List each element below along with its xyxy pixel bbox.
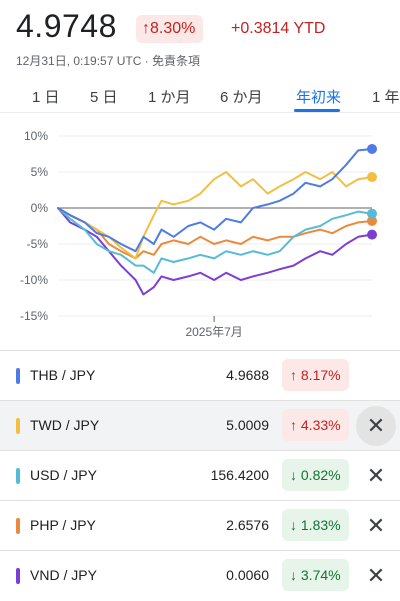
- y-tick-label: -10%: [20, 273, 48, 287]
- pair-row-thb-jpy[interactable]: THB / JPY 4.9688 ↑ 8.17%: [0, 350, 400, 401]
- arrow-up-icon: ↑: [290, 417, 297, 433]
- pair-row-usd-jpy[interactable]: USD / JPY 156.4200 ↓ 0.82% ✕: [0, 450, 400, 501]
- pair-change: 3.74%: [300, 567, 341, 583]
- pair-change: 4.33%: [300, 417, 341, 433]
- range-tabs: 1 日 5 日 1 か月 6 か月 年初来 1 年: [0, 80, 400, 112]
- arrow-up-icon: ↑: [142, 20, 150, 37]
- series-line-php-jpy: [57, 207, 373, 260]
- change-percent-badge: ↑8.30%: [136, 15, 204, 43]
- close-icon: ✕: [366, 513, 386, 538]
- pair-row-twd-jpy[interactable]: TWD / JPY 5.0009 ↑ 4.33% ✕: [0, 400, 400, 451]
- pair-change-badge: ↓ 3.74%: [282, 559, 349, 591]
- pair-change-badge: ↓ 1.83%: [282, 509, 349, 541]
- tab-1d[interactable]: 1 日: [32, 89, 60, 106]
- pair-value: 0.0060: [226, 567, 269, 583]
- pair-value: 5.0009: [226, 417, 269, 433]
- tab-ytd[interactable]: 年初来: [296, 89, 342, 106]
- y-tick-label: 10%: [24, 129, 48, 143]
- remove-pair-button[interactable]: ✕: [356, 406, 396, 446]
- quote-header: 4.9748 ↑8.30% +0.3814 YTD: [16, 6, 400, 50]
- series-endpoint: [367, 143, 377, 154]
- remove-pair-button[interactable]: ✕: [356, 456, 396, 496]
- tab-1m[interactable]: 1 か月: [148, 89, 191, 106]
- series-swatch: [16, 418, 20, 434]
- comparison-chart[interactable]: 10% 5% 0% -5% -10% -15% 2025年7月: [0, 124, 400, 346]
- pair-change-badge: ↑ 4.33%: [282, 409, 349, 441]
- series-line-vnd-jpy: [57, 207, 373, 296]
- series-endpoint: [367, 215, 377, 226]
- pair-change-badge: ↓ 0.82%: [282, 459, 349, 491]
- current-price: 4.9748: [16, 8, 117, 44]
- y-tick-label: -5%: [27, 237, 49, 251]
- change-percent-value: 8.30%: [150, 20, 196, 37]
- pair-name: TWD / JPY: [30, 417, 100, 433]
- series-endpoint: [367, 229, 377, 240]
- pair-row-php-jpy[interactable]: PHP / JPY 2.6576 ↓ 1.83% ✕: [0, 500, 400, 551]
- close-icon: ✕: [366, 463, 386, 488]
- y-tick-label: 5%: [31, 165, 49, 179]
- arrow-down-icon: ↓: [290, 517, 297, 533]
- pair-change-badge: ↑ 8.17%: [282, 359, 349, 391]
- series-endpoint: [367, 172, 377, 183]
- arrow-up-icon: ↑: [290, 367, 297, 383]
- y-tick-label: -15%: [20, 309, 48, 323]
- ytd-change: +0.3814 YTD: [231, 20, 326, 37]
- tab-5d[interactable]: 5 日: [90, 89, 118, 106]
- series-swatch: [16, 368, 20, 384]
- tabs-divider: [0, 112, 400, 113]
- series-swatch: [16, 518, 20, 534]
- pair-change: 0.82%: [300, 467, 341, 483]
- close-icon: ✕: [366, 563, 386, 588]
- arrow-down-icon: ↓: [290, 567, 297, 583]
- pair-change: 1.83%: [300, 517, 341, 533]
- pair-value: 156.4200: [210, 467, 269, 483]
- pair-change: 8.17%: [300, 367, 341, 383]
- pair-name: PHP / JPY: [30, 517, 96, 533]
- series-swatch: [16, 568, 20, 584]
- pair-name: THB / JPY: [30, 367, 96, 383]
- arrow-down-icon: ↓: [290, 467, 297, 483]
- tab-1y[interactable]: 1 年: [372, 89, 400, 106]
- series-swatch: [16, 468, 20, 484]
- pair-value: 2.6576: [226, 517, 269, 533]
- series-endpoint: [367, 208, 377, 219]
- pair-name: USD / JPY: [30, 467, 97, 483]
- pair-row-vnd-jpy[interactable]: VND / JPY 0.0060 ↓ 3.74% ✕: [0, 550, 400, 601]
- close-icon: ✕: [366, 413, 386, 438]
- series-line-usd-jpy: [57, 207, 373, 274]
- remove-pair-button[interactable]: ✕: [356, 506, 396, 546]
- pair-name: VND / JPY: [30, 567, 97, 583]
- y-tick-label: 0%: [31, 201, 49, 215]
- active-tab-indicator: [294, 109, 340, 112]
- series-line-thb-jpy: [57, 148, 373, 253]
- remove-pair-button[interactable]: ✕: [356, 556, 396, 596]
- timestamp-disclaimer[interactable]: 12月31日, 0:19:57 UTC · 免責条項: [16, 54, 201, 68]
- x-tick-label: 2025年7月: [185, 325, 242, 339]
- pair-value: 4.9688: [226, 367, 269, 383]
- tab-6m[interactable]: 6 か月: [220, 89, 263, 106]
